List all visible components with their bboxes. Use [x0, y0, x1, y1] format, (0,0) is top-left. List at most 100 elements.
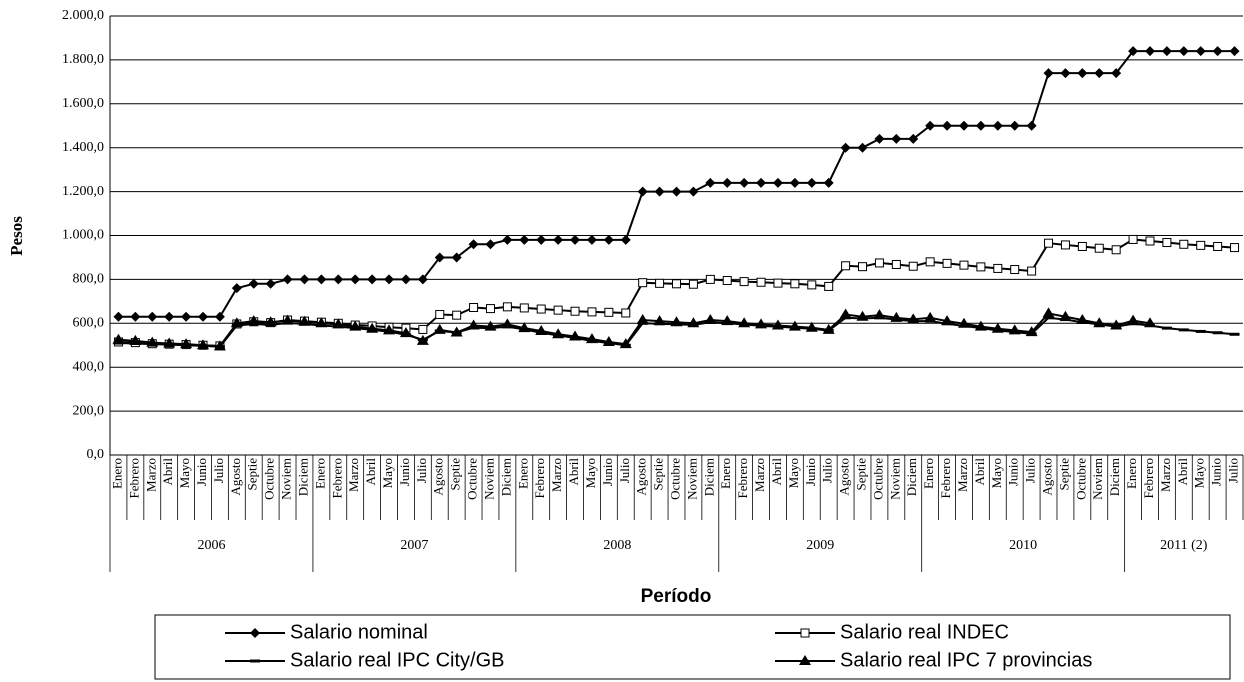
marker-diamond: [1009, 120, 1020, 131]
marker-triangle: [957, 317, 970, 328]
x-tick-label: Diciem: [295, 458, 310, 496]
marker-triangle: [230, 317, 243, 328]
marker-square: [485, 304, 495, 314]
x-tick-label: Junio: [803, 458, 818, 486]
marker-dash: [1212, 331, 1223, 335]
marker-diamond: [874, 133, 885, 144]
marker-triangle: [467, 319, 480, 330]
marker-diamond: [823, 177, 834, 188]
marker-square: [942, 258, 952, 268]
marker-square: [722, 275, 732, 285]
x-tick-label: Octubre: [667, 458, 682, 500]
marker-square: [418, 324, 428, 334]
marker-dash: [250, 659, 260, 663]
marker-square: [1060, 240, 1070, 250]
marker-diamond: [1178, 46, 1189, 57]
marker-triangle: [264, 316, 277, 327]
marker-triangle: [383, 324, 396, 335]
marker-square: [638, 278, 648, 288]
marker-square: [553, 305, 563, 315]
marker-diamond: [688, 186, 699, 197]
x-tick-label: Septie: [448, 458, 463, 491]
marker-square: [688, 279, 698, 289]
marker-diamond: [1128, 46, 1139, 57]
marker-triangle: [1025, 326, 1038, 337]
y-tick-label: 1.200,0: [62, 184, 104, 199]
marker-diamond: [756, 177, 767, 188]
marker-triangle: [129, 334, 142, 345]
marker-square: [1145, 236, 1155, 246]
x-tick-label: Octubre: [262, 458, 277, 500]
x-tick-label: Septie: [651, 458, 666, 491]
x-tick-label: Junio: [1209, 458, 1224, 486]
marker-square: [1128, 234, 1138, 244]
marker-diamond: [384, 274, 395, 285]
x-tick-label: Diciem: [701, 458, 716, 496]
marker-diamond: [248, 278, 259, 289]
marker-triangle: [839, 308, 852, 319]
marker-diamond: [739, 177, 750, 188]
marker-diamond: [671, 186, 682, 197]
marker-diamond: [1026, 120, 1037, 131]
marker-triangle: [518, 322, 531, 333]
marker-triangle: [247, 315, 260, 326]
x-tick-label: Noviem: [684, 458, 699, 500]
marker-diamond: [130, 311, 141, 322]
x-tick-label: Abril: [160, 458, 175, 486]
marker-triangle: [991, 322, 1004, 333]
x-tick-label: Octubre: [1073, 458, 1088, 500]
marker-square: [536, 304, 546, 314]
marker-square: [1196, 240, 1206, 250]
group-label: 2010: [1009, 538, 1037, 553]
x-tick-label: Abril: [566, 458, 581, 486]
marker-diamond: [1094, 68, 1105, 79]
legend-label: Salario nominal: [290, 621, 428, 643]
marker-square: [1111, 245, 1121, 255]
y-tick-label: 1.800,0: [62, 52, 104, 67]
x-tick-label: Febrero: [126, 458, 141, 498]
marker-diamond: [519, 234, 530, 245]
x-tick-label: Junio: [397, 458, 412, 486]
marker-triangle: [213, 340, 226, 351]
marker-triangle: [619, 338, 632, 349]
marker-triangle: [907, 313, 920, 324]
x-tick-label: Marzo: [549, 458, 564, 492]
group-label: 2007: [400, 538, 428, 553]
marker-dash: [1043, 316, 1054, 320]
marker-square: [874, 258, 884, 268]
marker-triangle: [721, 315, 734, 326]
marker-square: [824, 281, 834, 291]
x-tick-label: Junio: [600, 458, 615, 486]
x-tick-label: Abril: [1175, 458, 1190, 486]
x-tick-label: Julio: [414, 458, 429, 483]
y-tick-label: 1.400,0: [62, 140, 104, 155]
x-tick-label: Septie: [1056, 458, 1071, 491]
marker-square: [1027, 266, 1037, 276]
marker-diamond: [1043, 68, 1054, 79]
marker-diamond: [536, 234, 547, 245]
marker-diamond: [570, 234, 581, 245]
marker-diamond: [113, 311, 124, 322]
marker-triangle: [704, 314, 717, 325]
marker-triangle: [1008, 324, 1021, 335]
marker-triangle: [1127, 314, 1140, 325]
y-tick-label: 400,0: [73, 359, 105, 374]
marker-triangle: [281, 314, 294, 325]
marker-diamond: [722, 177, 733, 188]
marker-triangle: [1110, 319, 1123, 330]
x-tick-label: Mayo: [786, 458, 801, 488]
x-tick-label: Junio: [194, 458, 209, 486]
marker-triangle: [1143, 317, 1156, 328]
marker-square: [756, 277, 766, 287]
y-tick-label: 2.000,0: [62, 8, 104, 23]
marker-triangle: [974, 320, 987, 331]
marker-square: [959, 260, 969, 270]
marker-square: [435, 310, 445, 320]
marker-triangle: [315, 317, 328, 328]
marker-diamond: [891, 133, 902, 144]
marker-triangle: [399, 327, 412, 338]
x-tick-label: Agosto: [228, 458, 243, 496]
marker-diamond: [1077, 68, 1088, 79]
y-tick-label: 0,0: [87, 447, 105, 462]
